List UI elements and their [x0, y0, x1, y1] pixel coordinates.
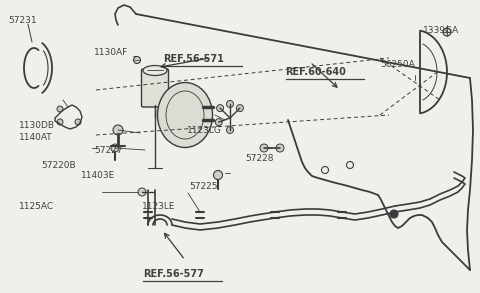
Circle shape	[57, 106, 63, 112]
Circle shape	[57, 119, 63, 125]
Circle shape	[138, 188, 146, 196]
Text: 57228: 57228	[245, 154, 273, 163]
FancyBboxPatch shape	[142, 69, 168, 107]
Text: 56250A: 56250A	[381, 60, 415, 69]
Text: 11403E: 11403E	[81, 171, 115, 180]
Circle shape	[111, 144, 119, 152]
Circle shape	[216, 105, 224, 112]
Circle shape	[75, 119, 81, 125]
Text: 1123LG: 1123LG	[187, 126, 222, 135]
Text: REF.56-577: REF.56-577	[143, 269, 204, 279]
Text: 57220B: 57220B	[41, 161, 75, 170]
Ellipse shape	[143, 66, 167, 76]
Text: 1339GA: 1339GA	[423, 26, 459, 35]
Text: REF.60-640: REF.60-640	[286, 67, 347, 77]
Circle shape	[215, 119, 222, 126]
Text: 57231: 57231	[9, 16, 37, 25]
Circle shape	[443, 28, 451, 36]
Circle shape	[214, 171, 223, 180]
Text: REF.56-571: REF.56-571	[163, 54, 224, 64]
Ellipse shape	[157, 83, 213, 147]
Text: 1130AF: 1130AF	[94, 48, 128, 57]
Circle shape	[390, 210, 398, 218]
Circle shape	[113, 125, 123, 135]
Circle shape	[260, 144, 268, 152]
Text: 1125AC: 1125AC	[19, 202, 54, 211]
Circle shape	[276, 144, 284, 152]
Circle shape	[133, 57, 141, 64]
Text: 1140AT: 1140AT	[19, 133, 53, 142]
Circle shape	[227, 100, 233, 108]
Text: 57225: 57225	[190, 182, 218, 190]
Circle shape	[236, 105, 243, 112]
Circle shape	[227, 127, 233, 134]
Text: 57227: 57227	[94, 146, 122, 155]
Text: 1123LE: 1123LE	[142, 202, 176, 211]
Text: 1130DB: 1130DB	[19, 122, 55, 130]
